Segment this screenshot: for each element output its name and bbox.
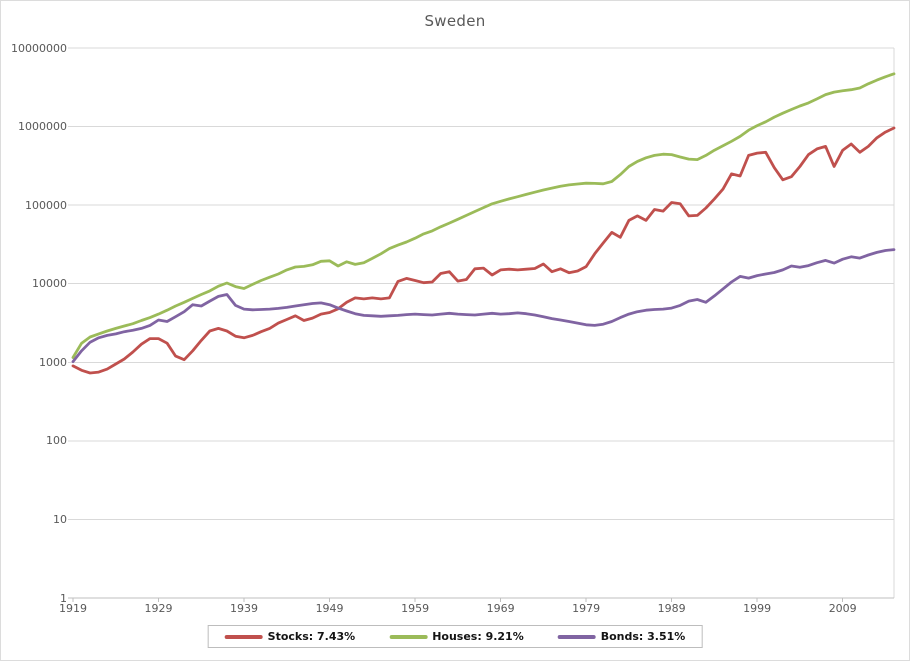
y-tick-label-1000000: 1000000 xyxy=(18,120,67,134)
x-tick-label-2009: 2009 xyxy=(828,602,857,615)
y-tick-label-100: 100 xyxy=(46,434,67,448)
chart-title: Sweden xyxy=(424,12,486,30)
y-tick-label-10000: 10000 xyxy=(32,277,67,291)
legend-swatch-bonds xyxy=(557,634,596,639)
y-tick-label-10000000: 10000000 xyxy=(11,41,67,55)
x-tick-label-1919: 1919 xyxy=(59,602,87,615)
legend-label-houses: Houses: 9.21% xyxy=(432,630,524,643)
y-tick-label-10: 10 xyxy=(53,512,67,526)
y-tick-label-100000: 100000 xyxy=(25,198,67,212)
x-tick-label-1949: 1949 xyxy=(315,602,344,615)
legend-item-houses: Houses: 9.21% xyxy=(389,630,524,643)
x-tick-label-1999: 1999 xyxy=(743,602,772,615)
legend-label-stocks: Stocks: 7.43% xyxy=(267,630,356,643)
legend-item-stocks: Stocks: 7.43% xyxy=(224,630,356,643)
x-tick-label-1979: 1979 xyxy=(572,602,601,615)
houses-series-line xyxy=(71,72,896,359)
chart-legend: Stocks: 7.43% Houses: 9.21% Bonds: 3.51% xyxy=(207,625,703,648)
x-tick-label-1939: 1939 xyxy=(230,602,259,615)
x-tick-label-1929: 1929 xyxy=(144,602,173,615)
y-tick-label-1000: 1000 xyxy=(39,355,67,369)
x-tick-label-1959: 1959 xyxy=(401,602,430,615)
legend-label-bonds: Bonds: 3.51% xyxy=(600,630,686,643)
x-tick-label-1969: 1969 xyxy=(486,602,515,615)
legend-swatch-stocks xyxy=(224,634,263,639)
legend-item-bonds: Bonds: 3.51% xyxy=(557,630,686,643)
y-tick-label-1: 1 xyxy=(60,591,67,605)
bonds-series-line xyxy=(71,248,896,364)
legend-swatch-houses xyxy=(389,634,428,639)
stocks-series-line xyxy=(71,126,896,375)
x-tick-label-1989: 1989 xyxy=(657,602,686,615)
